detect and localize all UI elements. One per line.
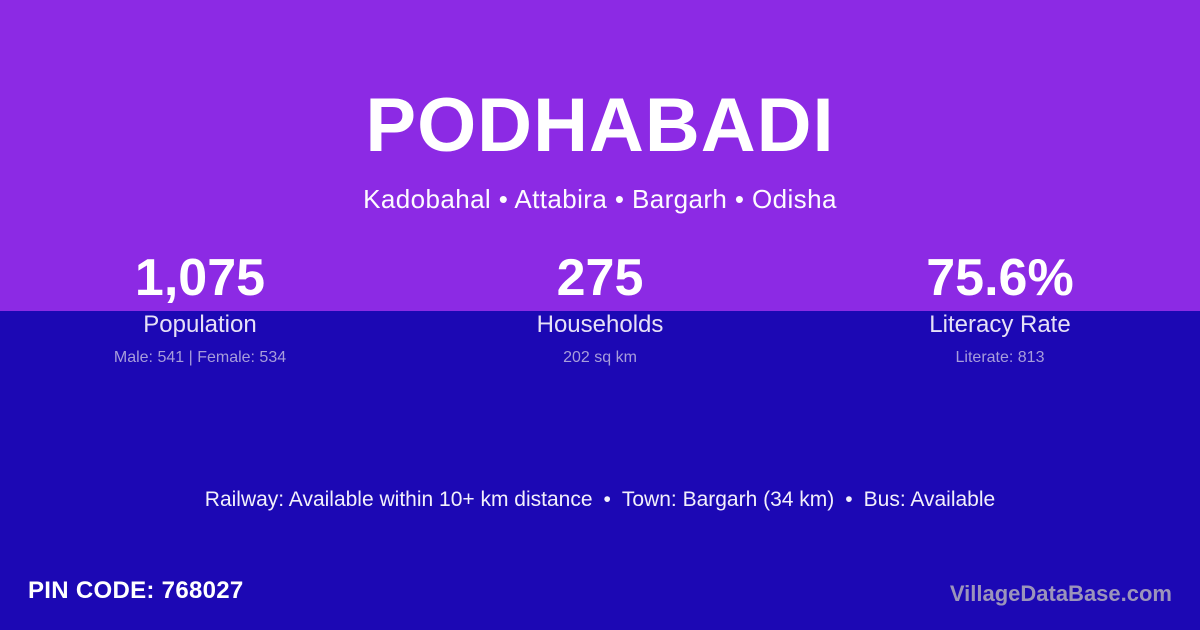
stat-households-area: 202 sq km xyxy=(563,349,637,366)
pin-code: PIN CODE: 768027 xyxy=(28,577,244,604)
site-brand: VillageDataBase.com xyxy=(949,581,1172,606)
purple-header-band xyxy=(0,0,1200,311)
stat-literacy-label: Literacy Rate xyxy=(929,311,1071,338)
stat-households-value: 275 xyxy=(556,249,644,307)
facility-bus: Bus: Available xyxy=(863,488,996,511)
stat-population-value: 1,075 xyxy=(134,249,266,307)
facility-separator-1: • xyxy=(603,488,611,511)
stat-households: 275 Households 202 sq km xyxy=(400,248,800,368)
stat-population: 1,075 Population Male: 541 | Female: 534 xyxy=(0,248,400,368)
facility-town: Town: Bargarh (34 km) xyxy=(621,488,835,511)
stats-row: 1,075 Population Male: 541 | Female: 534… xyxy=(0,248,1200,368)
stat-population-label: Population xyxy=(143,311,257,338)
page-title: PODHABADI xyxy=(365,83,835,168)
stat-households-label: Households xyxy=(536,311,664,338)
stat-population-breakdown: Male: 541 | Female: 534 xyxy=(113,349,287,366)
breadcrumb: Kadobahal • Attabira • Bargarh • Odisha xyxy=(363,184,837,214)
stat-literacy: 75.6% Literacy Rate Literate: 813 xyxy=(800,248,1200,368)
stat-literacy-value: 75.6% xyxy=(926,249,1074,307)
facility-railway: Railway: Available within 10+ km distanc… xyxy=(204,488,593,511)
stat-literacy-count: Literate: 813 xyxy=(955,349,1045,366)
facility-separator-2: • xyxy=(845,488,853,511)
facilities-line: Railway: Available within 10+ km distanc… xyxy=(0,485,1200,515)
